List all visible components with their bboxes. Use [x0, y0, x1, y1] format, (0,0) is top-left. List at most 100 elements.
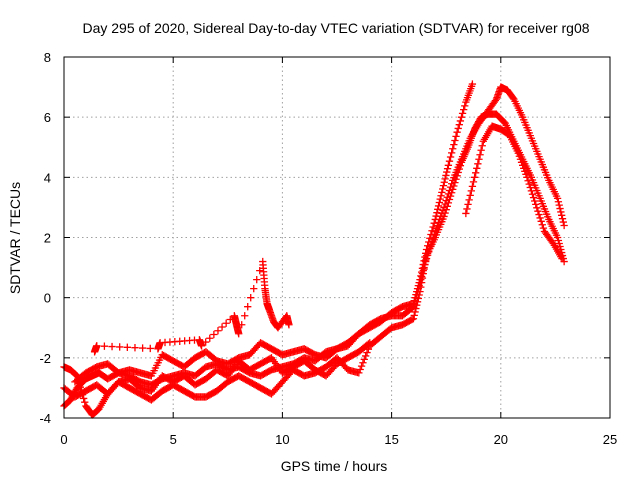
data-point: [442, 171, 450, 180]
data-point: [439, 185, 447, 193]
data-point: [218, 323, 226, 331]
data-point: [440, 178, 448, 186]
data-point: [431, 215, 439, 224]
y-tick-labels: -4 -2 0 2 4 6 8: [39, 50, 51, 426]
data-point: [453, 172, 461, 180]
data-point: [419, 260, 427, 269]
y-tick-label: 2: [44, 231, 51, 246]
data-point: [461, 102, 469, 110]
data-point: [554, 198, 563, 206]
x-axis-label: GPS time / hours: [281, 458, 388, 474]
data-point: [560, 221, 568, 230]
data-point: [538, 221, 546, 229]
data-point: [455, 165, 463, 173]
data-point: [477, 146, 485, 154]
data-point: [93, 342, 101, 350]
data-point: [428, 227, 436, 235]
data-point: [520, 164, 528, 172]
data-point: [441, 209, 449, 217]
data-point: [146, 344, 154, 353]
data-point: [411, 294, 419, 302]
data-point: [250, 284, 258, 293]
data-point: [108, 342, 116, 351]
data-point: [531, 197, 539, 205]
data-point: [529, 193, 538, 202]
data-point: [557, 208, 565, 216]
data-point: [285, 321, 293, 329]
data-point: [100, 342, 109, 350]
data-point: [470, 173, 479, 181]
data-point: [458, 109, 467, 118]
data-point: [526, 183, 534, 192]
data-point: [235, 330, 243, 338]
data-point: [443, 168, 451, 176]
data-point: [462, 209, 470, 218]
data-point: [420, 257, 428, 265]
data-point: [527, 187, 536, 195]
data-point: [76, 383, 85, 391]
x-tick-labels: 0 5 10 15 20 25: [60, 432, 617, 447]
x-tick-label: 10: [275, 432, 289, 447]
data-point: [454, 168, 462, 177]
data-point: [515, 152, 524, 160]
data-point: [449, 145, 457, 153]
data-point: [413, 284, 422, 293]
data-point: [534, 207, 542, 215]
data-point: [537, 217, 545, 225]
data-point: [558, 215, 567, 223]
y-tick-label: -4: [39, 411, 51, 426]
data-point: [454, 124, 462, 133]
x-tick-label: 25: [603, 432, 617, 447]
data-point: [434, 202, 443, 210]
data-point: [446, 192, 455, 200]
data-points: [60, 80, 568, 419]
series-track-c: [71, 80, 477, 386]
data-point: [413, 298, 422, 306]
data-point: [476, 151, 484, 159]
series-spikes: [90, 257, 293, 356]
data-point: [539, 224, 548, 232]
data-point: [518, 161, 527, 169]
x-tick-label: 15: [384, 432, 398, 447]
data-point: [468, 80, 477, 88]
data-point: [422, 249, 430, 257]
data-point: [131, 344, 139, 352]
data-point: [528, 190, 537, 198]
data-point: [410, 311, 418, 319]
data-point: [536, 214, 544, 222]
x-tick-label: 0: [60, 432, 67, 447]
data-point: [244, 303, 252, 311]
data-point: [415, 278, 423, 287]
data-point: [435, 198, 444, 207]
data-point: [410, 297, 418, 305]
data-point: [522, 170, 530, 178]
data-point: [450, 140, 458, 149]
data-point: [414, 281, 423, 290]
data-point: [478, 142, 486, 150]
data-point: [449, 185, 457, 194]
data-point: [80, 394, 88, 403]
y-axis-label: SDTVAR / TECUs: [7, 182, 23, 294]
data-point: [456, 117, 465, 125]
data-point: [553, 194, 562, 203]
grid-lines: [64, 57, 610, 418]
data-point: [474, 160, 482, 168]
chart-title: Day 295 of 2020, Sidereal Day-to-day VTE…: [82, 20, 589, 36]
data-point: [81, 398, 89, 406]
data-point: [444, 199, 453, 207]
plot-frame: [63, 56, 611, 419]
data-point: [445, 195, 454, 204]
data-point: [556, 204, 564, 213]
data-point: [412, 291, 420, 299]
data-point: [451, 178, 459, 187]
data-point: [453, 128, 461, 136]
data-point: [417, 268, 426, 276]
data-point: [451, 136, 459, 145]
data-point: [433, 209, 441, 217]
data-point: [253, 275, 261, 284]
data-point: [555, 239, 563, 248]
data-point: [473, 164, 481, 172]
data-point: [441, 175, 449, 183]
data-point: [452, 175, 460, 183]
